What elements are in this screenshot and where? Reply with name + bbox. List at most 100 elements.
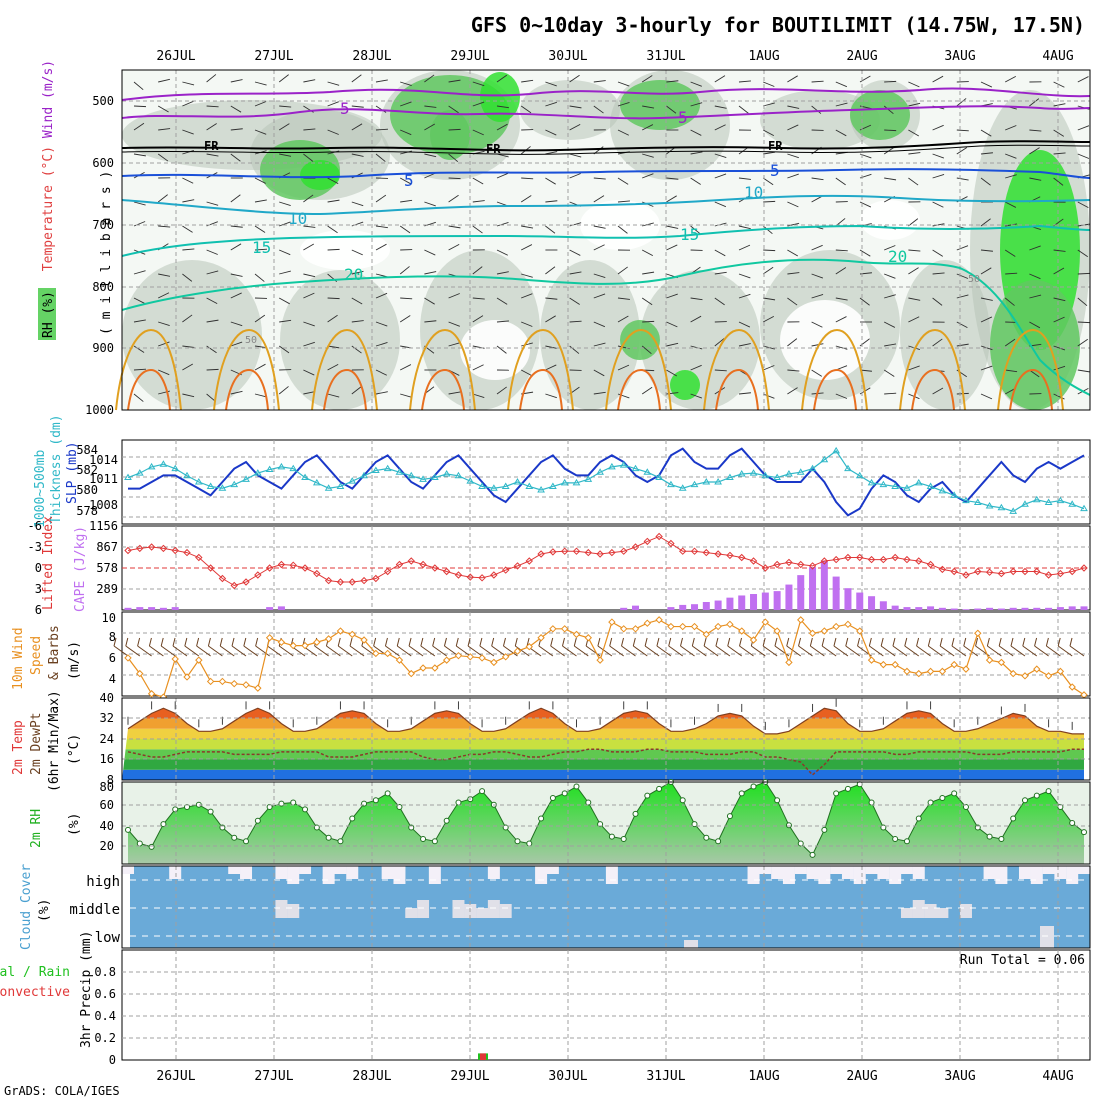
bottom-date-label: 1AUG: [748, 1069, 779, 1084]
upper-wind-barb: [279, 249, 291, 256]
wind10-barb: [208, 645, 223, 657]
wind10-barb-flag: [526, 637, 530, 647]
upper-wind-barb: [158, 321, 170, 326]
rh2m-point: [833, 790, 840, 797]
lifted-index-point: [726, 551, 734, 560]
lifted-index-point: [372, 574, 380, 583]
wind10-barb-flag: [986, 637, 990, 647]
upper-wind-barb: [690, 345, 703, 350]
cloud-high-block: [299, 866, 312, 874]
wind10-barb: [833, 645, 849, 657]
rh-shade-dry: [300, 230, 390, 270]
wind10-barb-flag: [951, 637, 955, 647]
upper-wind-barb: [932, 174, 945, 179]
upper-wind-barb: [303, 341, 315, 347]
wind-contour-upper: [121, 87, 1091, 101]
temp2m-tick: 32: [100, 711, 114, 725]
rh-shade-green: [300, 160, 340, 190]
lifted-index-tick: 3: [35, 582, 42, 596]
temp-label-15a: 15: [252, 238, 271, 257]
temp-label-10b: 10: [744, 183, 763, 202]
upper-wind-barb: [811, 343, 824, 347]
upper-wind-barb: [278, 386, 289, 395]
thickness-point: [124, 473, 132, 481]
upper-wind-barb: [545, 315, 556, 323]
upper-wind-barb: [545, 266, 556, 275]
upper-wind-barb: [593, 244, 605, 251]
lifted-index-point: [962, 571, 970, 579]
upper-wind-barb: [980, 297, 993, 301]
wind10-label-1: 10m Wind: [11, 627, 26, 690]
lifted-index-point: [773, 560, 781, 569]
slp-line: [128, 447, 1085, 517]
upper-wind-barb: [545, 177, 556, 185]
cape-y-axis: -6 -3 0 3 6 1156 867 578 289: [28, 519, 118, 617]
cape-bar: [1045, 607, 1053, 610]
upper-wind-barb: [714, 338, 725, 347]
rh2m-point: [597, 821, 604, 828]
wind10-point: [596, 656, 604, 664]
upper-wind-barb: [230, 194, 241, 203]
cape-bar: [785, 584, 793, 610]
wind10-point: [242, 681, 250, 689]
upper-wind-barb: [666, 293, 678, 299]
thickness-point: [879, 480, 888, 488]
wind10-point: [997, 658, 1006, 667]
upper-wind-barb: [1004, 338, 1016, 347]
temp-contour-30: [1009, 368, 1053, 411]
rh2m-point: [420, 835, 427, 842]
rh2m-tick: 40: [100, 819, 114, 833]
wind10-barb: [821, 645, 837, 657]
cloud-high-block: [1066, 866, 1079, 884]
rh2m-point: [136, 840, 143, 847]
temp2m-band: [122, 759, 1084, 770]
upper-wind-barb: [593, 293, 606, 299]
temp2m-tick: 40: [100, 691, 114, 705]
upper-wind-barb: [521, 321, 533, 327]
wind10-barb-flag: [384, 637, 388, 647]
wind10-barb-flag: [845, 637, 849, 647]
wind10-barb-flag: [396, 637, 400, 647]
lifted-index-point: [466, 573, 474, 581]
thickness-point: [395, 468, 404, 475]
cape-bar: [1021, 607, 1029, 610]
wind10-point: [549, 625, 557, 633]
lifted-index-point: [313, 569, 321, 578]
temp2m-label-4: (°C): [67, 734, 82, 765]
wind10-barb-flag: [243, 637, 247, 647]
wind10-barb: [196, 645, 211, 657]
lifted-index-point: [738, 553, 746, 562]
wind10-barb: [1069, 645, 1085, 657]
temp-contours-25-30: [115, 328, 1064, 411]
wind10-barb: [172, 645, 188, 657]
thickness-point: [289, 464, 298, 472]
lifted-index-point: [478, 574, 486, 582]
upper-wind-barb: [980, 152, 993, 155]
rh2m-point: [431, 838, 438, 845]
lifted-index-point: [360, 576, 368, 585]
wind10-barb: [337, 645, 353, 657]
top-date-label: 31JUL: [646, 49, 685, 64]
upper-wind-barb: [351, 249, 363, 256]
rh2m-point: [1069, 820, 1076, 826]
upper-wind-barb: [835, 316, 847, 323]
thickness-tick: 580: [76, 483, 98, 497]
wind10-barb: [798, 645, 813, 657]
upper-y-tick: 700: [92, 218, 114, 232]
upper-wind-barb: [787, 173, 799, 179]
wind10-barb-flag: [715, 637, 719, 647]
wind10-label-3: & Barbs: [47, 625, 62, 680]
cape-bar: [773, 591, 781, 610]
wind10-point: [313, 638, 321, 646]
upper-wind-barb: [884, 245, 896, 251]
wind10-point: [560, 625, 569, 633]
thickness-point: [950, 491, 959, 498]
temp-contour-30: [715, 368, 759, 411]
wind-label-5b: 5: [678, 108, 688, 127]
upper-wind-barb: [1053, 249, 1066, 252]
upper-wind-barb: [593, 391, 606, 395]
wind10-barb-flag: [668, 637, 672, 647]
precip-label-3hr: 3hr Precip (mm): [79, 931, 94, 1048]
wind10-barb-flag: [113, 637, 117, 647]
upper-wind-barb: [375, 128, 389, 131]
